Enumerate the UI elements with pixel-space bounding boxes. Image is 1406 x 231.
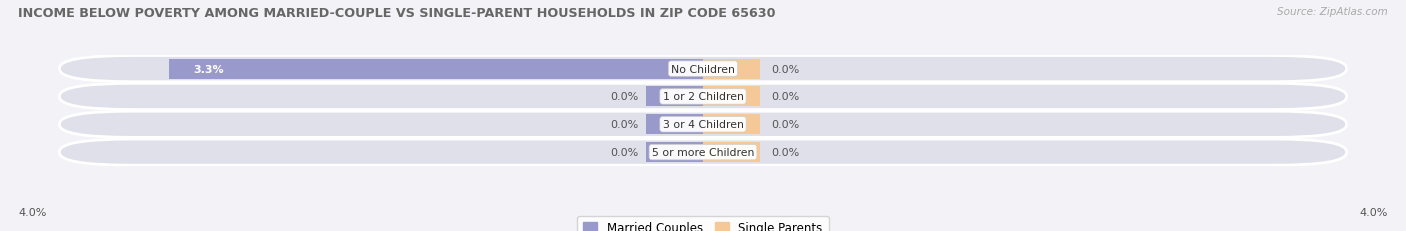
Text: INCOME BELOW POVERTY AMONG MARRIED-COUPLE VS SINGLE-PARENT HOUSEHOLDS IN ZIP COD: INCOME BELOW POVERTY AMONG MARRIED-COUPL… [18,7,776,20]
Text: Source: ZipAtlas.com: Source: ZipAtlas.com [1277,7,1388,17]
Text: 5 or more Children: 5 or more Children [652,147,754,158]
Text: 0.0%: 0.0% [770,147,799,158]
Text: 4.0%: 4.0% [1360,207,1388,217]
Bar [703,115,759,135]
Bar [647,115,703,135]
Text: 4.0%: 4.0% [18,207,46,217]
Text: 0.0%: 0.0% [610,147,638,158]
Text: 1 or 2 Children: 1 or 2 Children [662,92,744,102]
Text: 3.3%: 3.3% [194,64,225,74]
Text: 0.0%: 0.0% [610,120,638,130]
Text: 0.0%: 0.0% [770,120,799,130]
FancyBboxPatch shape [59,140,1347,165]
Text: 0.0%: 0.0% [770,92,799,102]
Text: 0.0%: 0.0% [770,64,799,74]
Text: 0.0%: 0.0% [610,92,638,102]
Text: 3 or 4 Children: 3 or 4 Children [662,120,744,130]
Bar [703,87,759,107]
FancyBboxPatch shape [59,56,1347,82]
Bar [703,143,759,162]
FancyBboxPatch shape [59,112,1347,138]
FancyBboxPatch shape [59,84,1347,110]
Bar [170,59,703,79]
Bar [647,143,703,162]
Legend: Married Couples, Single Parents: Married Couples, Single Parents [578,216,828,231]
Bar [703,59,759,79]
Text: No Children: No Children [671,64,735,74]
Bar [647,87,703,107]
